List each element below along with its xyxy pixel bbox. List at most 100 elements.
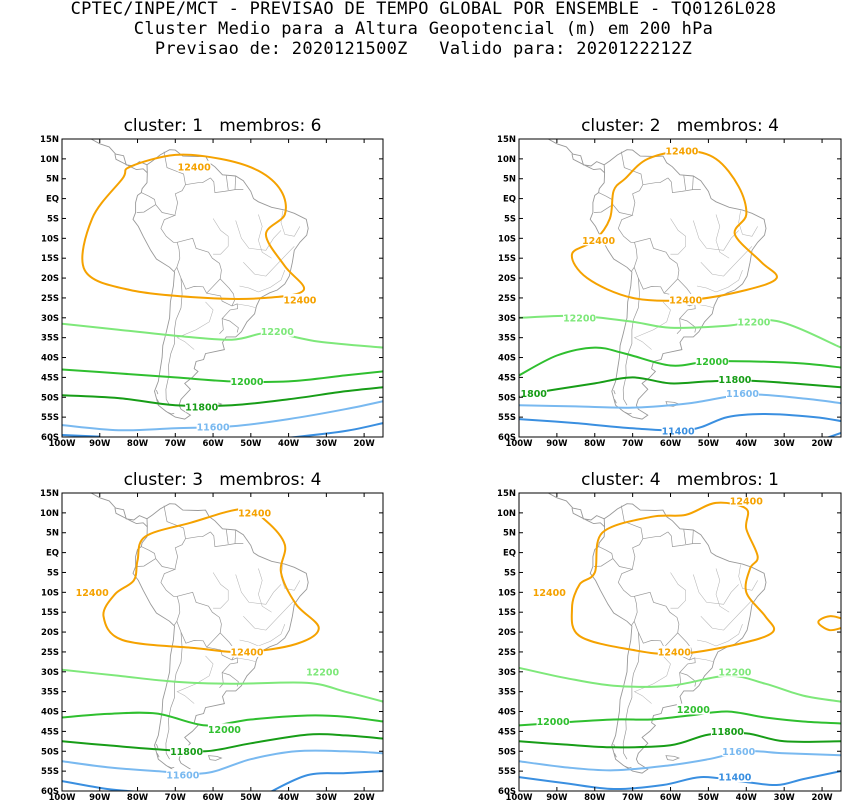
country-border bbox=[173, 596, 181, 626]
contour-line bbox=[62, 668, 383, 703]
lat-tick-label: 15S bbox=[41, 608, 59, 618]
contour-12400 bbox=[102, 507, 320, 654]
contour-label-bg bbox=[718, 665, 752, 677]
lat-tick-label: 10S bbox=[498, 588, 516, 598]
contour-label-bg bbox=[283, 293, 317, 305]
lat-tick-label: 55S bbox=[41, 413, 59, 423]
lat-tick-label: 55S bbox=[498, 413, 516, 423]
lat-tick-label: 10S bbox=[498, 234, 516, 244]
lat-tick-label: EQ bbox=[503, 195, 516, 205]
contour-label-bg bbox=[661, 425, 695, 436]
contour-label: 12400 bbox=[178, 162, 211, 173]
contour-label-bg bbox=[695, 355, 729, 367]
contour-label: 12200 bbox=[261, 327, 294, 338]
island bbox=[613, 389, 616, 395]
state-border bbox=[258, 214, 272, 259]
state-border bbox=[239, 270, 286, 293]
contour-label: 12000 bbox=[696, 357, 729, 368]
island bbox=[624, 412, 632, 415]
header-line-1: CPTEC/INPE/MCT - PREVISAO DE TEMPO GLOBA… bbox=[70, 0, 777, 19]
contour-label: 11600 bbox=[722, 747, 755, 758]
lat-tick-label: 10N bbox=[497, 509, 516, 519]
lat-tick-label: 15S bbox=[41, 254, 59, 264]
lon-tick-label: 70W bbox=[622, 439, 644, 449]
map-content: 12400 12400 12200 12000 11800 11600 bbox=[62, 139, 383, 437]
coastline bbox=[114, 508, 148, 528]
lat-tick-label: 35S bbox=[498, 688, 516, 698]
contour-label: 11600 bbox=[197, 423, 230, 434]
header-line-2: Cluster Medio para a Altura Geopotencial… bbox=[133, 19, 714, 39]
contour-line bbox=[826, 432, 841, 437]
contour-label-bg bbox=[170, 745, 204, 757]
contour-label: 11600 bbox=[726, 389, 759, 400]
lat-tick-label: 60S bbox=[41, 787, 59, 797]
lat-tick-label: 5N bbox=[46, 529, 59, 539]
lat-tick-label: 50S bbox=[498, 747, 516, 757]
country-border bbox=[622, 278, 640, 406]
country-border bbox=[667, 177, 701, 193]
country-border bbox=[593, 192, 614, 213]
lat-tick-label: EQ bbox=[503, 549, 516, 559]
contour-label-bg bbox=[230, 375, 264, 387]
lat-tick-label: 40S bbox=[498, 708, 516, 718]
contour-line bbox=[62, 400, 383, 432]
lat-tick-label: 50S bbox=[41, 393, 59, 403]
contour-line bbox=[62, 322, 383, 349]
country-border bbox=[155, 204, 178, 243]
map-frame bbox=[518, 492, 842, 792]
state-border bbox=[693, 574, 739, 605]
lat-tick-label: 35S bbox=[41, 688, 59, 698]
state-border bbox=[738, 564, 758, 591]
lat-tick-label: 5S bbox=[47, 568, 59, 578]
lon-tick-label: 30W bbox=[774, 439, 796, 449]
contour-label-bg bbox=[729, 494, 763, 506]
country-border bbox=[667, 531, 701, 547]
contour-line bbox=[269, 770, 383, 791]
lat-tick-label: 40S bbox=[498, 354, 516, 364]
contour-label: 11600 bbox=[166, 771, 199, 782]
contour-line bbox=[519, 710, 841, 727]
coastline bbox=[546, 139, 605, 167]
contour-label: 12400 bbox=[658, 647, 691, 658]
country-border bbox=[692, 175, 694, 190]
lon-tick-label: 80W bbox=[584, 793, 606, 803]
header-line-3: Previsao de: 2020121500Z Valido para: 20… bbox=[154, 39, 693, 59]
lon-tick-label: 40W bbox=[278, 439, 300, 449]
lat-tick-label: 30S bbox=[41, 668, 59, 678]
contour-label-bg bbox=[185, 401, 219, 413]
contour-label-bg bbox=[230, 645, 264, 657]
country-border bbox=[163, 505, 186, 570]
contour-label: 12000 bbox=[230, 377, 263, 388]
contour-label-bg bbox=[722, 745, 756, 757]
lon-tick-label: 50W bbox=[698, 439, 720, 449]
state-border bbox=[696, 624, 743, 647]
contour-label-bg bbox=[306, 665, 340, 677]
coastline bbox=[114, 154, 148, 174]
contour-line bbox=[519, 376, 841, 397]
lon-tick-label: 70W bbox=[165, 439, 187, 449]
country-border bbox=[633, 267, 678, 294]
lon-tick-label: 60W bbox=[660, 793, 682, 803]
state-border bbox=[239, 624, 286, 647]
contour-line bbox=[519, 731, 841, 749]
lon-tick-label: 90W bbox=[89, 793, 111, 803]
island bbox=[614, 399, 617, 404]
contour-label-bg bbox=[737, 315, 771, 327]
lat-tick-label: 30S bbox=[498, 314, 516, 324]
lon-tick-label: 60W bbox=[202, 439, 224, 449]
lat-tick-label: 35S bbox=[41, 334, 59, 344]
map-frame bbox=[61, 492, 384, 792]
lon-tick-label: 30W bbox=[774, 793, 796, 803]
contour-label: 12200 bbox=[718, 667, 751, 678]
contour-label: 11800 bbox=[185, 403, 218, 414]
lat-tick-label: 40S bbox=[41, 354, 59, 364]
state-border bbox=[176, 655, 214, 704]
country-border bbox=[692, 529, 694, 544]
map-panel-4: 1240012400124001220012000120001180011600… bbox=[497, 470, 842, 803]
lat-tick-label: 30S bbox=[41, 314, 59, 324]
country-border bbox=[642, 177, 669, 186]
contour-label-bg bbox=[532, 586, 566, 598]
lon-tick-label: 50W bbox=[240, 793, 262, 803]
country-border bbox=[633, 621, 678, 648]
country-border bbox=[631, 596, 638, 626]
